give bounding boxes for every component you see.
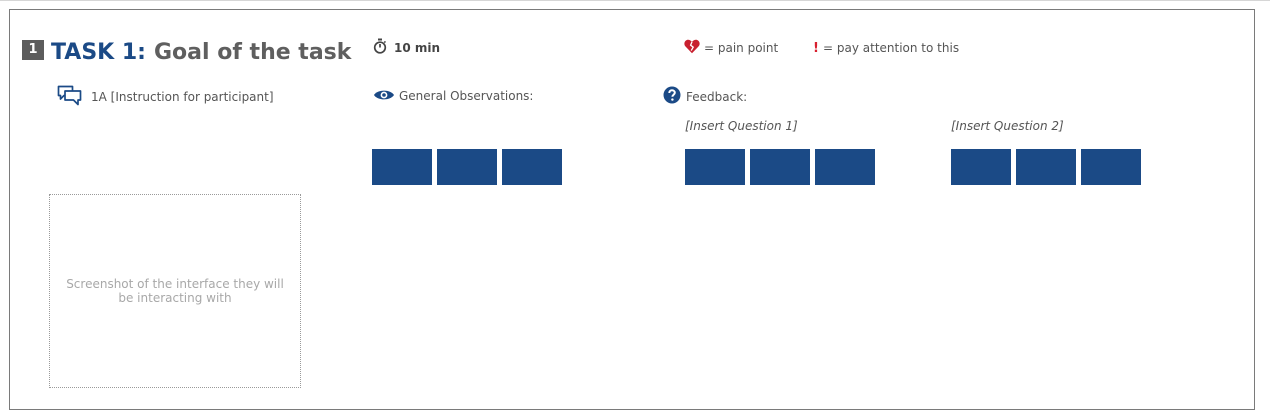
observations-sticky-notes [372,149,562,185]
task-title: TASK 1: Goal of the task [51,38,351,68]
legend-attention: ! = pay attention to this [813,39,959,57]
question-2-sticky-notes [951,149,1141,185]
question-1-sticky-notes [685,149,875,185]
task-goal: Goal of the task [153,40,352,65]
screenshot-placeholder-text: Screenshot of the interface they will be… [66,277,284,305]
general-observations-label: General Observations: [399,89,534,103]
broken-heart-icon [684,39,700,58]
task-number-badge: 1 [22,40,44,60]
feedback-header: Feedback: [663,86,748,108]
eye-icon [373,87,395,106]
sticky-note[interactable] [372,149,432,185]
general-observations-header: General Observations: [373,87,533,105]
feedback-label: Feedback: [686,90,748,104]
question-mark-icon [663,86,681,108]
duration-text: 10 min [394,41,441,55]
task-label: TASK 1: [51,40,146,65]
sticky-note[interactable] [815,149,875,185]
screenshot-placeholder: Screenshot of the interface they will be… [49,194,301,388]
sticky-note[interactable] [750,149,810,185]
feedback-question-1: [Insert Question 1] [685,119,798,133]
exclamation-icon: ! [813,40,819,56]
task-duration: 10 min [373,38,441,58]
stopwatch-icon [373,38,387,58]
top-divider [0,0,1270,1]
sticky-note[interactable] [685,149,745,185]
instruction-text: 1A [Instruction for participant] [91,90,274,104]
legend-pain-point-text: = pain point [704,41,779,55]
sticky-note[interactable] [1016,149,1076,185]
instruction-row: 1A [Instruction for participant] [57,85,274,110]
sticky-note[interactable] [502,149,562,185]
legend-attention-text: = pay attention to this [823,41,960,55]
task-card [9,9,1255,410]
feedback-question-2: [Insert Question 2] [951,119,1064,133]
chat-bubbles-icon [57,85,82,110]
sticky-note[interactable] [1081,149,1141,185]
sticky-note[interactable] [951,149,1011,185]
sticky-note[interactable] [437,149,497,185]
legend-pain-point: = pain point [684,39,778,57]
